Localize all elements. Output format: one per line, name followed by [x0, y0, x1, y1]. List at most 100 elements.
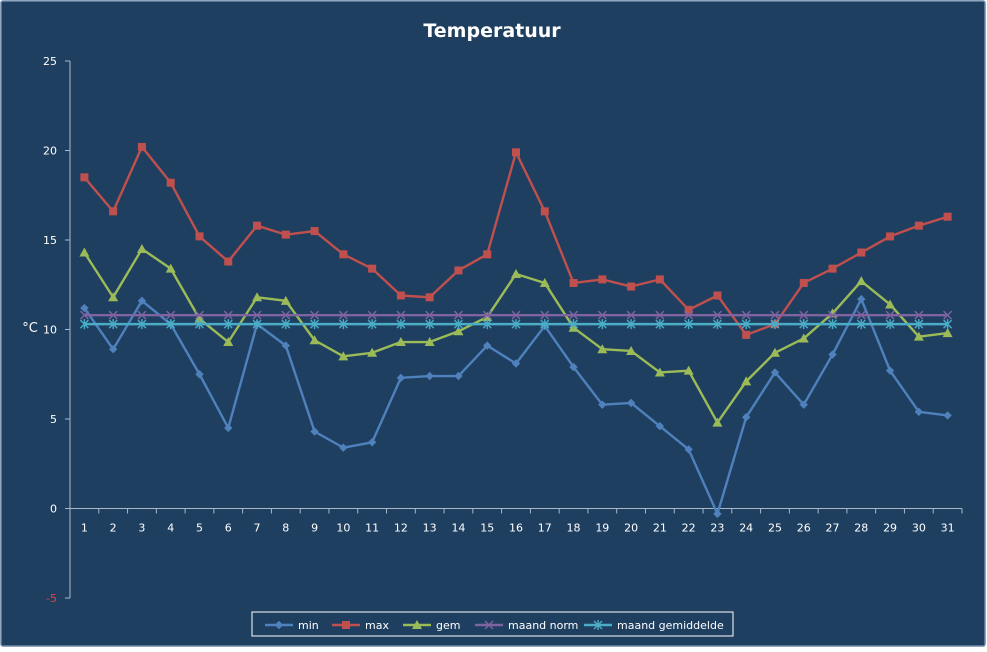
- data-point-gem: [453, 326, 464, 336]
- data-point-max: [598, 275, 607, 284]
- data-point-gem: [79, 247, 90, 257]
- data-point-min: [396, 373, 406, 383]
- data-point-max: [224, 257, 233, 266]
- data-point-maand-gemiddelde: [655, 319, 665, 330]
- x-tick-label: 17: [538, 522, 552, 535]
- data-point-maand-norm: [108, 310, 118, 320]
- data-point-gem: [280, 295, 291, 305]
- data-point-maand-norm: [914, 310, 924, 320]
- y-tick-label: 0: [50, 503, 57, 516]
- chart-title: Temperatuur: [423, 20, 561, 42]
- data-point-maand-gemiddelde: [281, 319, 291, 330]
- data-point-maand-norm: [223, 310, 233, 320]
- data-point-maand-norm: [856, 310, 866, 320]
- y-tick-label: 15: [43, 234, 57, 247]
- series-maand-gemiddelde: [79, 319, 953, 330]
- data-point-maand-gemiddelde: [396, 319, 406, 330]
- x-tick-label: 28: [854, 522, 868, 535]
- data-point-maand-gemiddelde: [425, 319, 435, 330]
- x-tick-label: 11: [365, 522, 379, 535]
- x-tick-label: 29: [883, 522, 897, 535]
- x-tick-label: 23: [710, 522, 724, 535]
- x-tick-label: 24: [739, 522, 753, 535]
- data-point-max: [454, 266, 463, 275]
- data-point-gem: [942, 328, 953, 338]
- data-point-min: [713, 509, 722, 519]
- data-point-maand-gemiddelde: [79, 319, 89, 330]
- data-point-gem: [395, 337, 406, 347]
- data-point-min: [310, 427, 319, 436]
- data-point-gem: [597, 344, 608, 354]
- data-point-gem: [367, 347, 378, 357]
- data-point-max: [713, 291, 722, 300]
- data-point-maand-norm: [712, 310, 722, 320]
- x-tick-label: 15: [480, 522, 494, 535]
- data-point-maand-norm: [252, 310, 262, 320]
- data-point-maand-norm: [741, 310, 751, 320]
- data-point-min: [511, 359, 521, 368]
- data-point-maand-norm: [540, 310, 550, 320]
- data-point-maand-norm: [396, 310, 406, 320]
- x-tick-label: 6: [225, 522, 232, 535]
- y-tick-label: 20: [43, 145, 57, 158]
- x-tick-label: 18: [567, 522, 581, 535]
- data-point-gem: [539, 277, 550, 287]
- y-tick-label: 25: [43, 55, 57, 68]
- y-tick-label: 10: [43, 324, 57, 337]
- data-point-gem: [626, 345, 637, 355]
- data-point-maand-norm: [770, 310, 780, 320]
- data-point-maand-gemiddelde: [712, 319, 722, 330]
- data-point-max: [943, 212, 952, 221]
- data-point-gem: [194, 313, 205, 323]
- x-tick-label: 14: [451, 522, 465, 535]
- data-point-maand-norm: [367, 310, 377, 320]
- x-tick-label: 13: [423, 522, 437, 535]
- data-point-gem: [108, 292, 119, 302]
- data-point-max: [828, 264, 837, 273]
- x-tick-label: 30: [912, 522, 926, 535]
- legend-marker-min: [274, 620, 284, 630]
- data-point-max: [425, 293, 434, 302]
- data-point-maand-norm: [79, 310, 89, 320]
- data-point-maand-gemiddelde: [137, 319, 147, 330]
- data-point-min: [569, 362, 578, 372]
- data-point-maand-gemiddelde: [569, 319, 579, 330]
- x-tick-label: 22: [682, 522, 696, 535]
- data-point-min: [914, 407, 924, 417]
- data-point-gem: [165, 263, 176, 273]
- data-point-maand-gemiddelde: [540, 319, 550, 330]
- x-tick-label: 12: [394, 522, 408, 535]
- data-point-max: [655, 275, 664, 284]
- data-point-min: [224, 423, 233, 433]
- data-point-maand-gemiddelde: [741, 319, 751, 330]
- data-point-min: [80, 303, 89, 313]
- data-point-gem: [424, 337, 435, 347]
- data-point-gem: [913, 331, 924, 341]
- data-point-max: [627, 282, 636, 291]
- data-point-min: [339, 443, 348, 452]
- data-point-maand-gemiddelde: [367, 319, 377, 330]
- data-point-maand-norm: [281, 310, 291, 320]
- data-point-gem: [482, 311, 493, 321]
- legend-label-min: min: [298, 619, 319, 632]
- data-point-gem: [309, 335, 320, 345]
- data-point-maand-norm: [885, 310, 895, 320]
- data-point-max: [368, 264, 377, 273]
- data-point-min: [857, 294, 866, 304]
- data-point-maand-gemiddelde: [914, 319, 924, 330]
- series-maand-norm: [79, 310, 953, 320]
- y-tick-label: -5: [46, 592, 57, 605]
- data-point-max: [483, 250, 492, 259]
- data-point-min: [943, 411, 952, 420]
- legend-item-min: min: [265, 619, 319, 632]
- data-point-maand-gemiddelde: [828, 319, 838, 330]
- data-point-max: [137, 142, 146, 151]
- data-point-maand-norm: [799, 310, 809, 320]
- data-point-maand-gemiddelde: [453, 319, 463, 330]
- legend-marker-max: [342, 621, 350, 629]
- data-point-max: [540, 207, 549, 216]
- x-tick-label: 20: [624, 522, 638, 535]
- x-tick-label: 10: [336, 522, 350, 535]
- data-point-maand-gemiddelde: [799, 319, 809, 330]
